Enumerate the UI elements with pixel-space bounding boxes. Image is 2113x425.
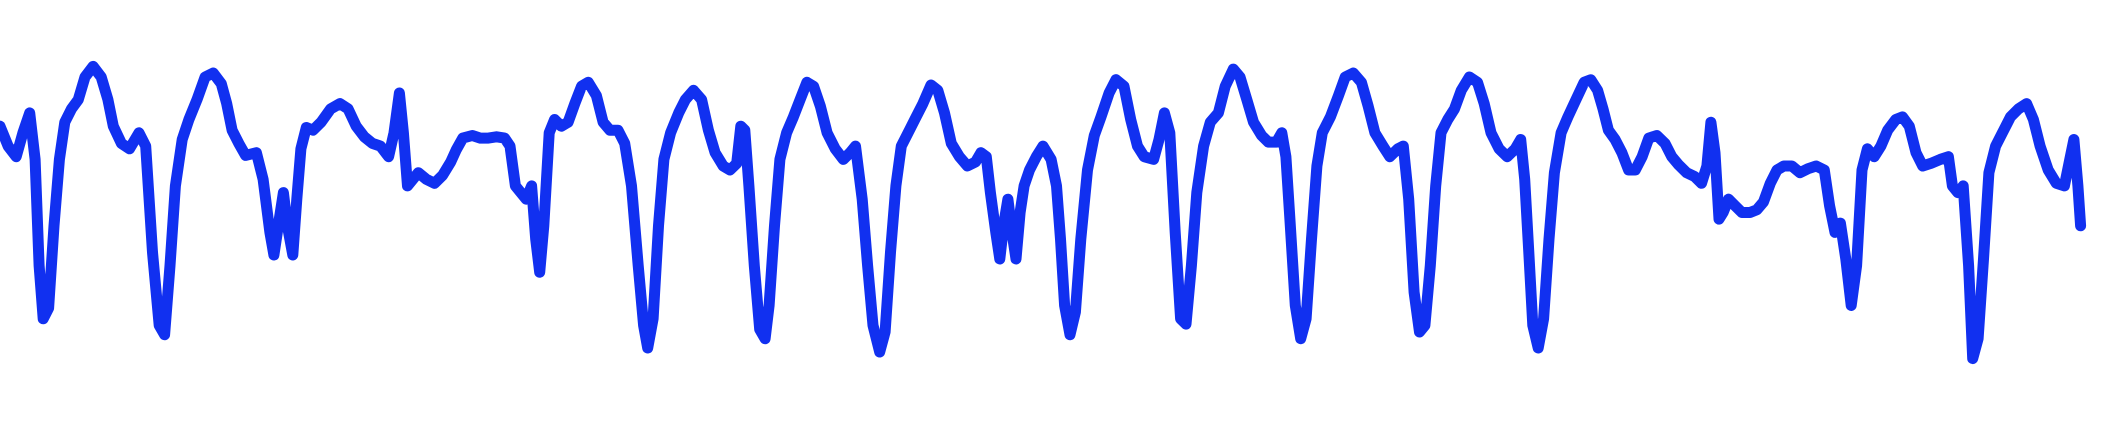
series-layer bbox=[0, 60, 2087, 365]
series-line-0 bbox=[0, 60, 2087, 365]
